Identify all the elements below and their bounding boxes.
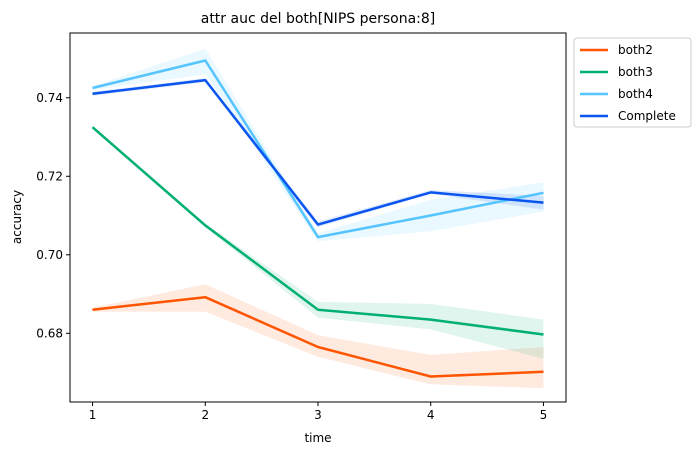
series-line-both3	[91, 126, 544, 336]
series-line-both4	[92, 59, 544, 239]
x-tick-label: 5	[540, 408, 548, 422]
y-tick-label: 0.70	[36, 248, 63, 262]
legend: both2 both3 both4 Complete	[573, 37, 692, 128]
series-lines	[91, 59, 544, 378]
series-line-both2	[92, 295, 544, 378]
y-axis-label: accuracy	[10, 190, 24, 244]
x-axis-label: time	[304, 431, 331, 445]
legend-label-both2: both2	[618, 43, 653, 57]
y-tick-label: 0.74	[36, 91, 63, 105]
x-tick-label: 2	[201, 408, 209, 422]
legend-label-both4: both4	[618, 87, 653, 101]
band-both3	[92, 125, 544, 359]
series-line-complete	[92, 78, 544, 226]
x-axis-ticks: 1 2 3 4 5	[89, 402, 548, 422]
legend-box	[573, 37, 692, 128]
band-both2	[92, 284, 544, 389]
band-both4	[92, 48, 544, 242]
confidence-bands	[92, 48, 544, 389]
x-tick-label: 4	[427, 408, 435, 422]
y-tick-label: 0.72	[36, 169, 63, 183]
legend-label-both3: both3	[618, 65, 653, 79]
x-tick-label: 1	[89, 408, 97, 422]
chart-title: attr auc del both[NIPS persona:8]	[201, 11, 436, 27]
legend-label-complete: Complete	[618, 109, 676, 123]
y-axis-ticks: 0.68 0.70 0.72 0.74	[36, 91, 70, 340]
y-tick-label: 0.68	[36, 326, 63, 340]
x-tick-label: 3	[314, 408, 322, 422]
